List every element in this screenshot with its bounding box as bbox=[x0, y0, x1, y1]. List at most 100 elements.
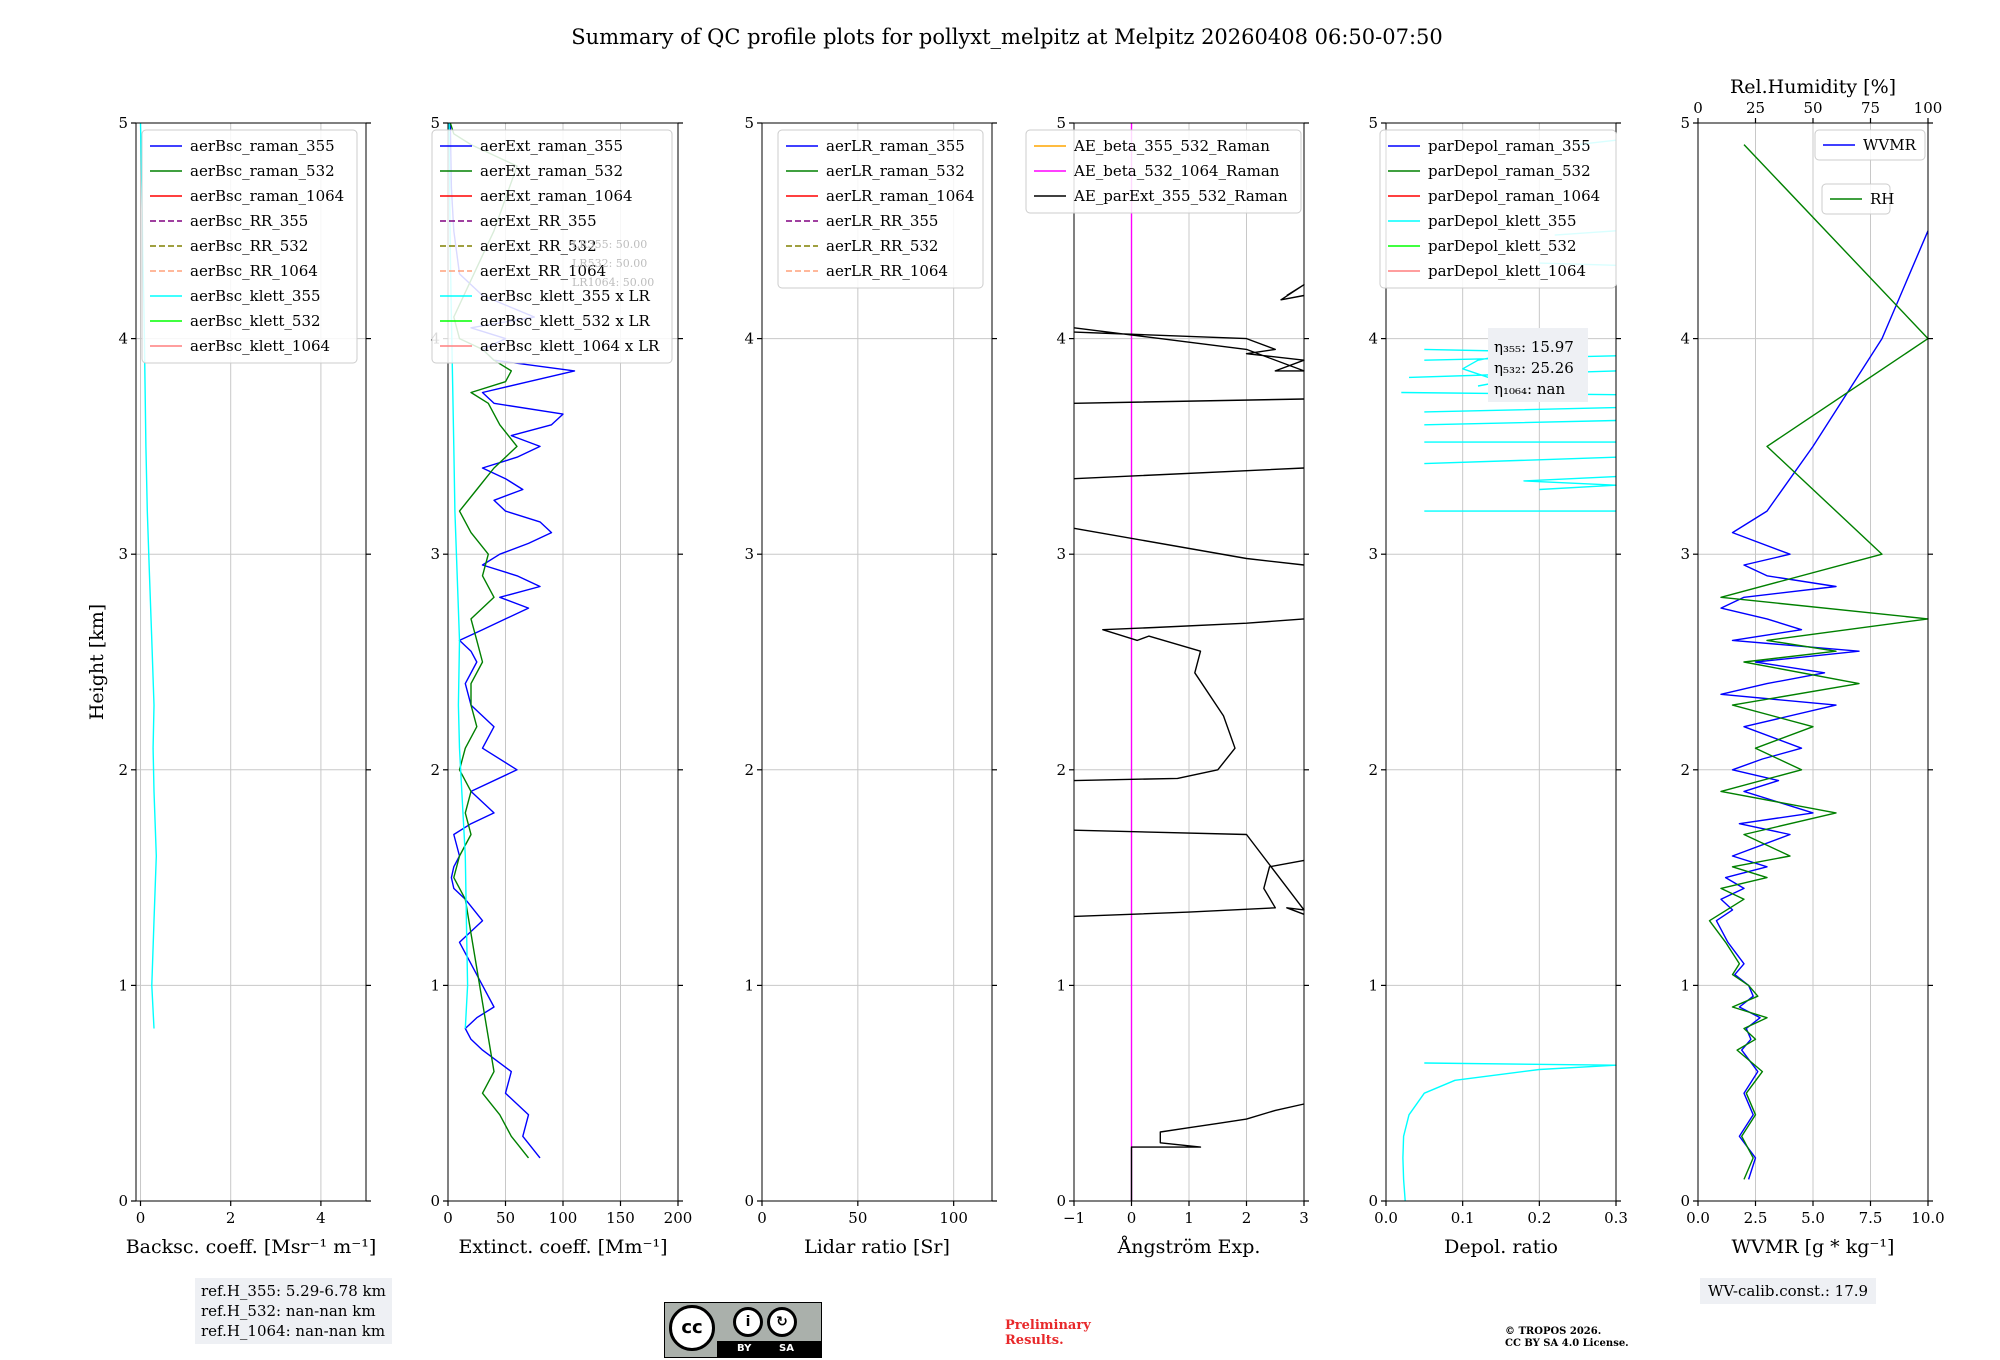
wv-calibration-box: WV-calib.const.: 17.9 bbox=[1700, 1278, 1877, 1304]
y-tick-label: 1 bbox=[744, 976, 754, 994]
legend-label: aerExt_raman_1064 bbox=[480, 187, 633, 205]
y-tick-label: 3 bbox=[430, 545, 440, 563]
y-tick-label: 2 bbox=[744, 761, 754, 779]
y-tick-label: 5 bbox=[744, 114, 754, 132]
y-tick-label: 1 bbox=[118, 976, 128, 994]
preliminary-line-1: Preliminary bbox=[1005, 1318, 1091, 1333]
y-tick-label: 3 bbox=[1056, 545, 1066, 563]
y-tick-label: 1 bbox=[1056, 976, 1066, 994]
legend-label: aerLR_RR_355 bbox=[826, 212, 938, 230]
y-tick-label: 4 bbox=[1056, 330, 1066, 348]
x-tick-label: −1 bbox=[1063, 1209, 1085, 1227]
panel-ext: 012345050100150200Extinct. coeff. [Mm⁻¹]… bbox=[430, 114, 692, 1258]
top-x-tick-label: 100 bbox=[1914, 99, 1943, 117]
x-tick-label: 100 bbox=[939, 1209, 968, 1227]
lr-annotation: LR532: 50.00 bbox=[572, 257, 647, 270]
copyright-note: © TROPOS 2026. CC BY SA 4.0 License. bbox=[1505, 1326, 1629, 1350]
legend-label: aerBsc_raman_1064 bbox=[190, 187, 344, 205]
legend-label: parDepol_raman_1064 bbox=[1428, 187, 1600, 205]
y-tick-label: 3 bbox=[118, 545, 128, 563]
legend-box bbox=[777, 129, 984, 289]
x-tick-label: 7.5 bbox=[1859, 1209, 1883, 1227]
y-tick-label: 0 bbox=[1056, 1192, 1066, 1210]
series-line-RH bbox=[1708, 144, 1929, 1180]
legend-label: AE_parExt_355_532_Raman bbox=[1073, 187, 1288, 205]
ref-height-355: ref.H_355: 5.29-6.78 km bbox=[201, 1282, 386, 1300]
y-tick-label: 3 bbox=[1680, 545, 1690, 563]
x-axis-label: Extinct. coeff. [Mm⁻¹] bbox=[458, 1236, 667, 1258]
ref-height-532: ref.H_532: nan-nan km bbox=[201, 1302, 376, 1320]
y-tick-label: 0 bbox=[430, 1192, 440, 1210]
plot-frame bbox=[135, 122, 367, 1202]
legend-label: aerBsc_RR_1064 bbox=[190, 262, 318, 280]
legend-label: aerBsc_klett_1064 x LR bbox=[480, 337, 660, 355]
x-tick-label: 0 bbox=[757, 1209, 767, 1227]
x-axis-label: WVMR [g * kg⁻¹] bbox=[1732, 1236, 1895, 1258]
x-tick-label: 3 bbox=[1299, 1209, 1309, 1227]
x-tick-label: 0.0 bbox=[1374, 1209, 1398, 1227]
cc-license-badge: cc i ↻ BY SA bbox=[664, 1302, 822, 1358]
x-tick-label: 0.3 bbox=[1604, 1209, 1628, 1227]
legend-label: aerExt_raman_355 bbox=[480, 137, 623, 155]
eta-box bbox=[1488, 328, 1588, 402]
top-x-tick-label: 75 bbox=[1861, 99, 1880, 117]
y-tick-label: 4 bbox=[1680, 330, 1690, 348]
legend-label: aerExt_RR_355 bbox=[480, 212, 597, 230]
x-tick-label: 0.1 bbox=[1451, 1209, 1475, 1227]
cc-label-bar: BY SA bbox=[717, 1341, 821, 1357]
plot-frame bbox=[1385, 122, 1617, 1202]
x-axis-label: Depol. ratio bbox=[1444, 1236, 1558, 1258]
lr-annotation: LR1064: 50.00 bbox=[572, 276, 654, 289]
y-tick-label: 5 bbox=[118, 114, 128, 132]
y-tick-label: 0 bbox=[744, 1192, 754, 1210]
y-tick-label: 2 bbox=[1368, 761, 1378, 779]
wv-calibration-constant: WV-calib.const.: 17.9 bbox=[1708, 1282, 1869, 1300]
legend-label: aerBsc_klett_532 bbox=[190, 312, 321, 330]
legend-label: parDepol_klett_1064 bbox=[1428, 262, 1586, 280]
series-line-aerExt_raman_355 bbox=[449, 122, 576, 1159]
legend-label: AE_beta_355_532_Raman bbox=[1073, 137, 1270, 155]
x-tick-label: 150 bbox=[606, 1209, 635, 1227]
legend-label: aerLR_RR_1064 bbox=[826, 262, 948, 280]
x-tick-label: 0.0 bbox=[1686, 1209, 1710, 1227]
x-tick-label: 2 bbox=[1242, 1209, 1252, 1227]
legend-label: aerExt_RR_1064 bbox=[480, 262, 606, 280]
legend-box bbox=[1379, 129, 1617, 289]
y-tick-label: 3 bbox=[1368, 545, 1378, 563]
y-tick-label: 0 bbox=[1680, 1192, 1690, 1210]
legend-label: AE_beta_532_1064_Raman bbox=[1073, 162, 1280, 180]
figure-title: Summary of QC profile plots for pollyxt_… bbox=[571, 25, 1443, 49]
legend-box bbox=[1814, 129, 1926, 161]
legend-label: aerLR_raman_532 bbox=[826, 162, 965, 180]
plot-frame bbox=[761, 122, 993, 1202]
legend-label: parDepol_klett_532 bbox=[1428, 237, 1577, 255]
top-x-tick-label: 50 bbox=[1803, 99, 1822, 117]
x-tick-label: 50 bbox=[848, 1209, 867, 1227]
legend-label: aerBsc_klett_532 x LR bbox=[480, 312, 651, 330]
copyright-line-1: © TROPOS 2026. bbox=[1505, 1326, 1602, 1337]
legend-label: aerBsc_RR_355 bbox=[190, 212, 308, 230]
legend-label: aerBsc_klett_355 bbox=[190, 287, 321, 305]
x-tick-label: 1 bbox=[1184, 1209, 1194, 1227]
x-tick-label: 2 bbox=[226, 1209, 236, 1227]
y-tick-label: 4 bbox=[118, 330, 128, 348]
panel-bsc: 0 1 2 3 4 5 0 2 4 Backsc. coeff. [Msr⁻¹ m⁻¹] Heigh… bbox=[86, 114, 376, 1258]
y-tick-label: 5 bbox=[1368, 114, 1378, 132]
legend-label: aerExt_raman_532 bbox=[480, 162, 623, 180]
cc-icon: cc bbox=[669, 1305, 715, 1351]
y-tick-label: 5 bbox=[1680, 114, 1690, 132]
x-axis-label: Backsc. coeff. [Msr⁻¹ m⁻¹] bbox=[126, 1236, 377, 1258]
x-axis-label: Ångström Exp. bbox=[1117, 1236, 1261, 1258]
x-tick-label: 50 bbox=[496, 1209, 515, 1227]
y-tick-label: 3 bbox=[744, 545, 754, 563]
cc-by-label: BY bbox=[737, 1343, 752, 1354]
series-line-parDepol_klett_355 bbox=[1401, 139, 1617, 1202]
top-axis-label: Rel.Humidity [%] bbox=[1730, 76, 1896, 98]
x-tick-label: 0 bbox=[136, 1209, 146, 1227]
eta-label: η₃₅₅: 15.97 bbox=[1494, 338, 1574, 356]
legend-label: aerExt_RR_532 bbox=[480, 237, 597, 255]
top-x-tick-label: 25 bbox=[1746, 99, 1765, 117]
share-alike-icon: ↻ bbox=[767, 1307, 797, 1337]
preliminary-note: Preliminary Results. bbox=[1005, 1318, 1091, 1348]
